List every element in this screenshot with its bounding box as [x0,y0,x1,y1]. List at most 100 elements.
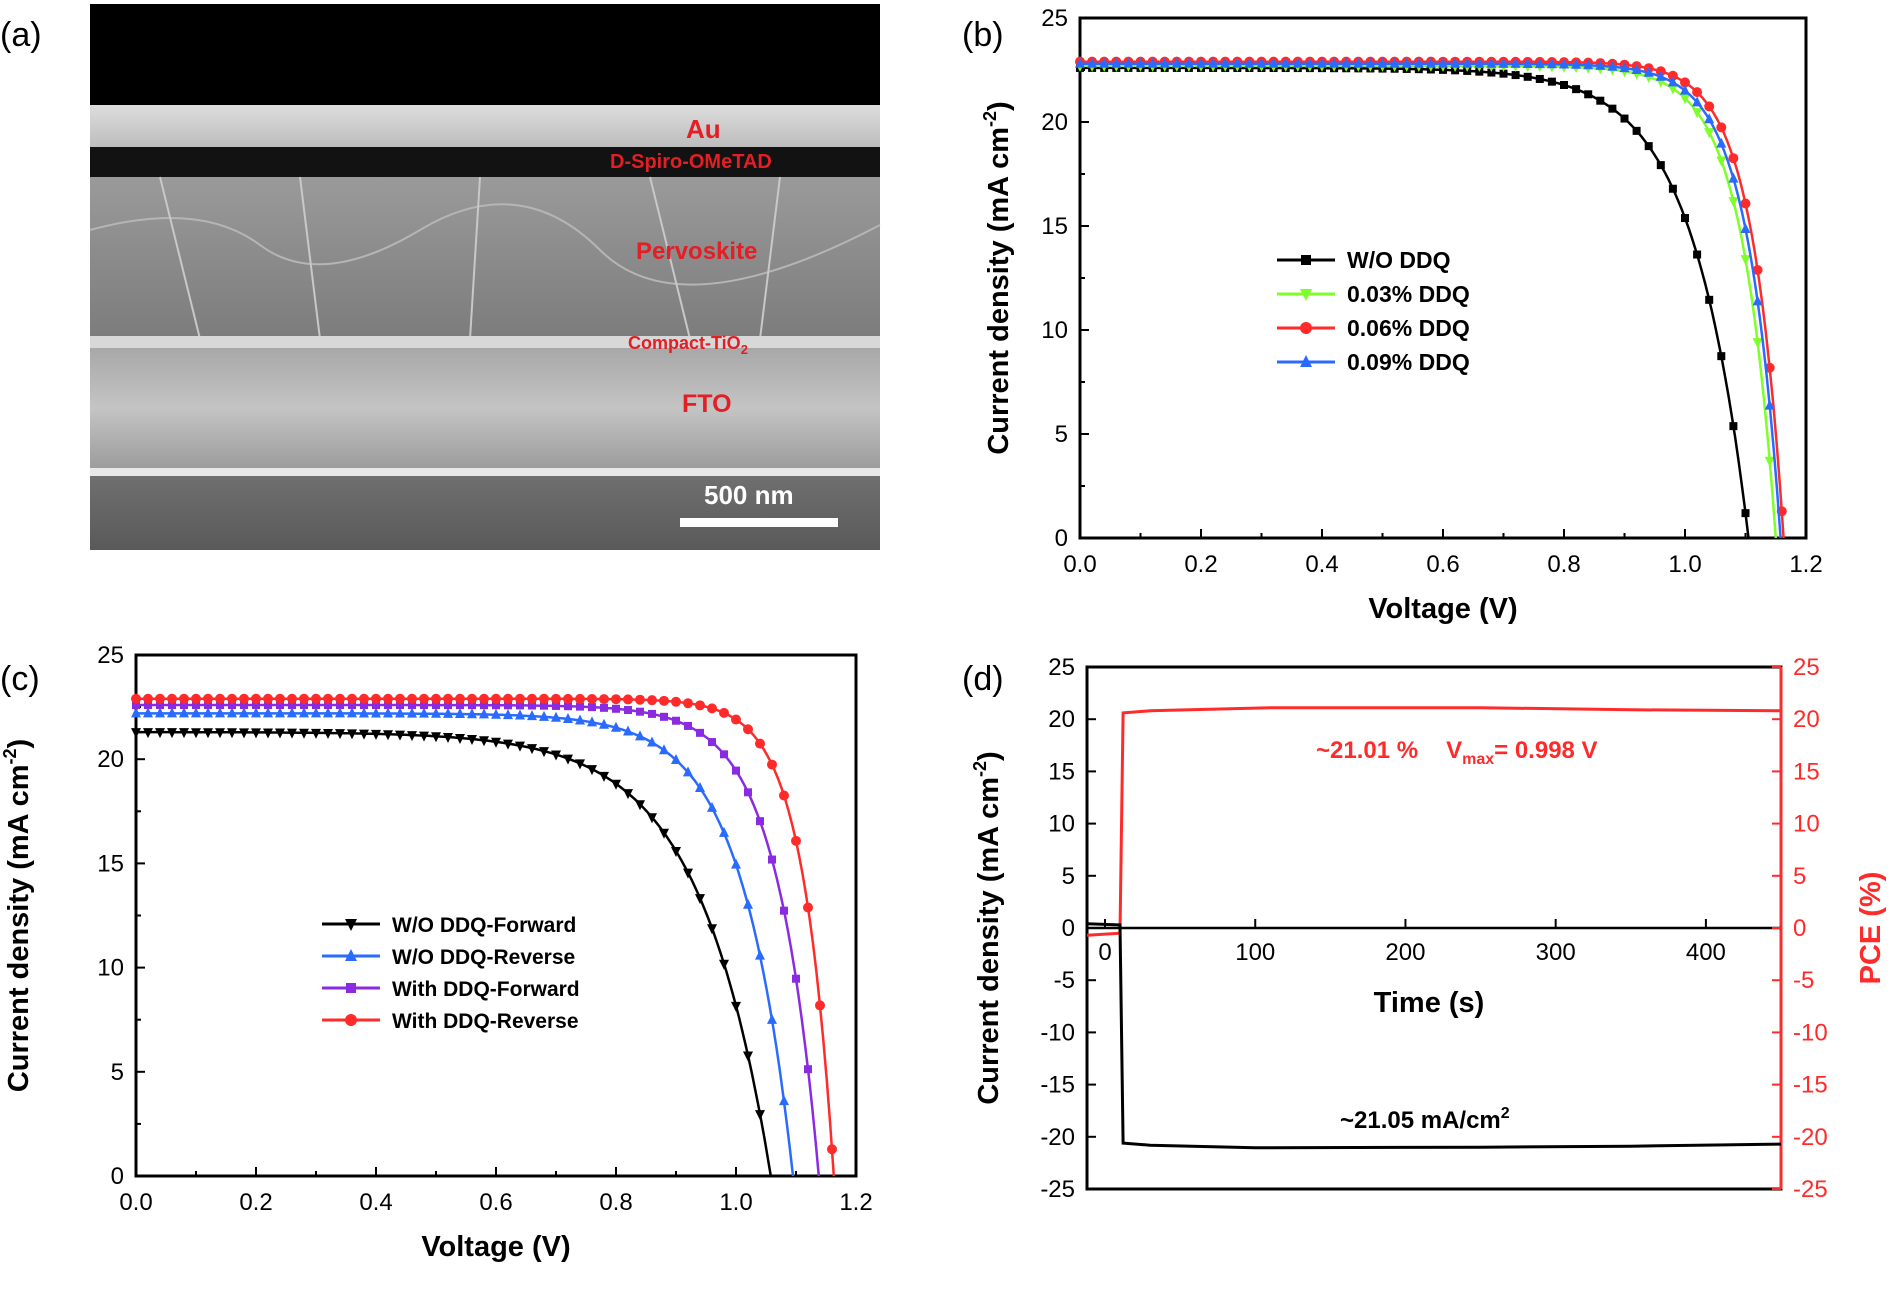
chart-c: 0.0 0.2 0.4 0.6 0.8 1.0 1.2 0 5 10 15 20 25 Voltage (… [0,642,873,1263]
data-point [167,693,177,704]
y2-tick-label: -15 [1793,1072,1828,1099]
x-tick-label: 0.0 [119,1189,152,1216]
data-point [503,739,513,750]
data-point [1716,122,1727,133]
series-0 [131,728,773,1177]
x-tick-label: 0.4 [359,1189,392,1216]
x-tick-label: 1.0 [1668,551,1701,578]
data-point [743,724,753,735]
data-point [1510,57,1521,68]
data-point [1728,153,1739,164]
data-point [1644,142,1653,151]
x-axis-title: Time (s) [1374,987,1485,1019]
data-point [563,712,573,723]
data-point [1667,76,1678,87]
data-point [431,693,441,704]
data-point [155,693,165,704]
data-point [203,707,213,718]
data-point [132,701,140,710]
x-tick-label: 0.0 [1063,551,1096,578]
data-point [515,741,525,752]
data-point [239,693,249,704]
data-point [1547,77,1556,86]
data-point [756,817,764,826]
data-point [1268,57,1279,68]
data-point [540,701,548,710]
layer-label-au: Au [686,114,721,144]
y2-tick-label: -10 [1793,1019,1828,1046]
data-point [1087,57,1098,68]
data-point [300,701,308,710]
series-line [136,697,836,1177]
y-tick-label: 0 [1055,525,1068,552]
y-tick-label: 10 [1041,317,1068,344]
data-point [647,813,657,824]
data-point [779,1095,789,1106]
y-tick-label: -10 [1040,1019,1075,1046]
data-point [443,733,453,744]
data-point [179,693,189,704]
legend-label: 0.06% DDQ [1347,315,1470,341]
x-tick-label: 0.4 [1305,551,1338,578]
data-point [1631,64,1642,75]
data-point [732,766,740,775]
data-point [299,707,309,718]
data-point [144,701,152,710]
data-point [1608,104,1617,113]
data-point [768,855,776,864]
data-point [335,707,345,718]
data-point [779,790,789,801]
series-3 [1075,57,1782,539]
data-point [611,779,621,790]
data-point [1667,70,1678,81]
data-point [707,703,717,714]
data-point [660,712,668,721]
y-tick-label: 15 [1048,758,1075,785]
data-point [1220,57,1231,68]
x-axis-title: Voltage (V) [421,1231,570,1263]
data-point [395,693,405,704]
data-point [1596,96,1605,105]
data-point [252,701,260,710]
data-point [803,902,813,913]
data-point [1462,57,1473,68]
data-point [347,693,357,704]
data-point [455,708,465,719]
data-point [1667,84,1678,95]
data-point [264,701,272,710]
data-point [239,707,249,718]
x-tick-label: 0.6 [479,1189,512,1216]
data-point [1244,57,1255,68]
data-point [1075,57,1085,68]
data-point [587,716,597,727]
data-point [311,728,321,739]
data-point [623,725,633,736]
data-point [1655,70,1666,81]
data-point [383,730,393,741]
data-point [1741,509,1750,518]
data-point [1716,137,1727,148]
data-point [263,693,273,704]
data-point [720,750,728,759]
data-point [719,826,729,837]
data-point [1740,222,1751,233]
data-point [167,728,177,739]
data-point [767,759,777,770]
data-point [143,693,153,704]
data-point [215,693,225,704]
data-point [695,782,705,793]
y-tick-label: 15 [97,850,124,877]
data-point [1693,250,1702,259]
data-point [192,701,200,710]
data-point [1559,58,1569,69]
data-point [227,728,237,739]
legend-marker [1300,322,1312,334]
data-point [467,693,477,704]
data-point [623,789,633,800]
data-point [731,1001,741,1012]
data-point [239,728,249,739]
data-point [635,694,645,705]
data-point [1620,114,1629,123]
data-point [815,1000,825,1011]
y-tick-label: -20 [1040,1124,1075,1151]
